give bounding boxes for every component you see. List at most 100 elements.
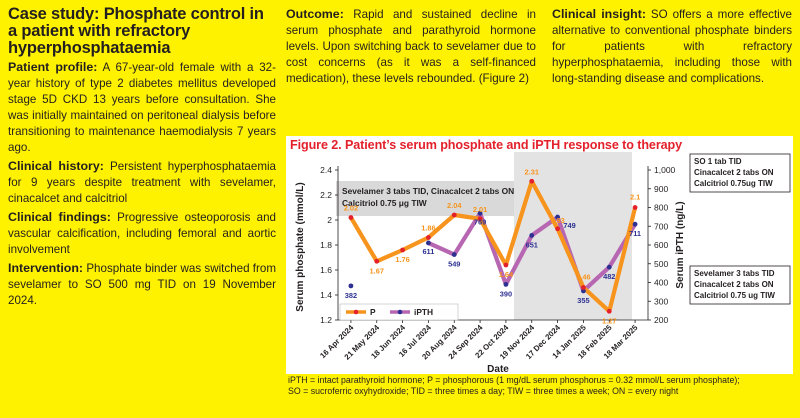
- figure-footnote: iPTH = intact parathyroid hormone; P = p…: [288, 375, 798, 397]
- intervention-label: Intervention:: [8, 261, 84, 275]
- p-data-label: 2.02: [344, 204, 358, 213]
- right-axis-tick-label: 700: [654, 221, 668, 231]
- intervention-text: Phosphate binder was switched from sevel…: [8, 262, 276, 307]
- ipth-data-label: 482: [603, 272, 615, 281]
- right-axis-tick-label: 600: [654, 240, 668, 250]
- ipth-point: [477, 210, 483, 216]
- legend-label-ipth: iPTH: [414, 307, 433, 317]
- clinical-insight-label: Clinical insight:: [552, 7, 646, 21]
- left-axis-tick-label: 1.8: [320, 240, 332, 250]
- regimen-box-sevelamer: [336, 181, 518, 216]
- p-data-label: 1.64: [499, 270, 514, 279]
- p-point: [400, 247, 405, 253]
- regimen-text-switch-back: Cinacalcet 2 tabs ON: [694, 280, 774, 289]
- p-data-label: 1.46: [576, 273, 590, 282]
- column-clinical-insight: Clinical insight: SO offers a more effec…: [552, 6, 792, 87]
- p-point: [632, 205, 638, 210]
- ipth-data-label: 749: [563, 221, 575, 230]
- regimen-text-sevelamer: Calcitriol 0.75 μg TIW: [342, 198, 427, 208]
- ipth-data-label: 651: [526, 240, 538, 249]
- ipth-point: [555, 214, 560, 220]
- ipth-data-label: 611: [422, 247, 434, 256]
- p-data-label: 2.31: [525, 167, 539, 176]
- clinical-findings-label: Clinical findings:: [8, 210, 111, 224]
- column-outcome: Outcome: Rapid and sustained decline in …: [286, 6, 536, 87]
- right-axis-tick-label: 300: [654, 296, 668, 306]
- figure-title: Figure 2. Patient’s serum phosphate and …: [290, 138, 683, 152]
- outcome-text: Rapid and sustained decline in serum pho…: [286, 8, 536, 85]
- left-axis-tick-label: 2: [327, 215, 332, 225]
- outcome: Outcome: Rapid and sustained decline in …: [286, 6, 536, 87]
- legend-marker-ipth: [397, 309, 403, 315]
- regimen-text-so: Cinacalcet 2 tabs ON: [694, 168, 774, 177]
- left-axis-tick-label: 2.4: [320, 165, 332, 175]
- right-axis-label: Serum iPTH (ng/L): [675, 201, 686, 288]
- ipth-point: [426, 240, 431, 246]
- regimen-text-so: SO 1 tab TID: [694, 157, 742, 166]
- column-case-study: Case study: Phosphate control in a patie…: [8, 6, 276, 309]
- p-point: [477, 216, 483, 222]
- ipth-point: [606, 264, 612, 270]
- left-axis-tick-label: 1.4: [320, 290, 332, 300]
- ipth-point: [529, 233, 535, 238]
- footnote-line: iPTH = intact parathyroid hormone; P = p…: [288, 375, 740, 385]
- clinical-findings-text: Progressive osteoporosis and vascular ca…: [8, 211, 276, 256]
- p-data-label: 2.01: [473, 205, 487, 214]
- p-data-label: 1.67: [370, 266, 384, 275]
- footnote-line: SO = sucroferric oxyhydroxide; TID = thr…: [288, 386, 679, 396]
- regimen-box-so: [689, 153, 791, 193]
- p-point: [503, 262, 509, 268]
- ipth-data-label: 382: [345, 291, 357, 300]
- left-axis-tick-label: 1.6: [320, 265, 332, 275]
- right-axis-tick-label: 1,000: [654, 165, 676, 175]
- ipth-point: [581, 288, 586, 294]
- series-line-p: [348, 179, 638, 314]
- ipth-point: [503, 281, 509, 287]
- ipth-point: [632, 221, 638, 227]
- ipth-data-label: 711: [629, 229, 641, 238]
- patient-profile-text: A 67-year-old female with a 32-year hist…: [8, 61, 276, 154]
- clinical-findings: Clinical findings: Progressive osteoporo…: [8, 209, 276, 258]
- right-axis-tick-label: 900: [654, 184, 668, 194]
- ipth-data-label: 549: [448, 260, 460, 269]
- p-data-label: 1.86: [421, 224, 435, 233]
- p-data-label: 1.76: [395, 255, 409, 264]
- right-axis-tick-label: 800: [654, 203, 668, 213]
- ipth-data-label: 355: [577, 296, 589, 305]
- right-axis-tick-label: 400: [654, 278, 668, 288]
- intervention: Intervention: Phosphate binder was switc…: [8, 260, 276, 309]
- left-axis-tick-label: 2.2: [320, 190, 332, 200]
- regimen-box-switch-back: [689, 265, 791, 305]
- clinical-insight-text: SO offers a more effective alternative t…: [552, 8, 792, 85]
- clinical-history-text: Persistent hyperphosphataemia for 9 year…: [8, 160, 276, 205]
- p-point: [529, 178, 535, 184]
- ipth-data-label: 390: [500, 289, 512, 298]
- legend-label-p: P: [370, 307, 376, 317]
- ipth-data-label: 769: [474, 217, 486, 226]
- p-point: [348, 215, 354, 220]
- ipth-point: [451, 252, 457, 257]
- p-point: [606, 308, 612, 314]
- clinical-insight: Clinical insight: SO offers a more effec…: [552, 6, 792, 87]
- outcome-label: Outcome:: [286, 7, 344, 21]
- right-axis-tick-label: 200: [654, 315, 668, 325]
- clinical-history-label: Clinical history:: [8, 159, 104, 173]
- p-data-label: 1.27: [602, 316, 616, 325]
- p-point: [581, 285, 586, 290]
- left-axis-label: Serum phosphate (mmol/L): [295, 182, 306, 311]
- right-axis-tick-label: 500: [654, 259, 668, 269]
- p-point: [426, 235, 431, 240]
- regimen-text-switch-back: Calcitriol 0.75 ug TIW: [694, 291, 775, 300]
- p-data-label: 1.93: [550, 216, 564, 225]
- x-axis-label: Date: [487, 364, 509, 374]
- regimen-text-sevelamer: Sevelamer 3 tabs TID, Cinacalcet 2 tabs …: [342, 186, 517, 196]
- regimen-text-switch-back: Sevelamer 3 tabs TID: [694, 269, 775, 278]
- p-point: [451, 212, 457, 218]
- p-point: [374, 258, 380, 264]
- patient-profile: Patient profile: A 67-year-old female wi…: [8, 59, 276, 156]
- p-data-label: 2.04: [447, 201, 462, 210]
- p-data-label: 2.1: [630, 193, 640, 202]
- patient-profile-label: Patient profile:: [8, 60, 98, 74]
- phosphate-ipth-chart: Sevelamer 3 tabs TID, Cinacalcet 2 tabs …: [295, 152, 791, 374]
- ipth-point: [348, 283, 354, 289]
